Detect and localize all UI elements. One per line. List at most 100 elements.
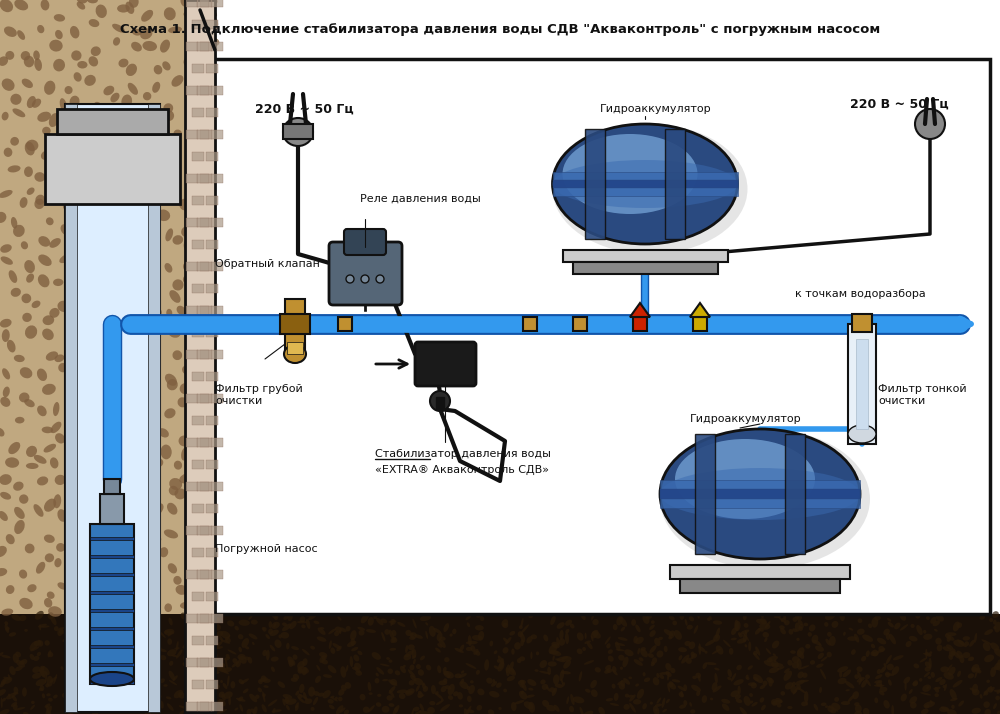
Ellipse shape	[96, 313, 104, 319]
Ellipse shape	[802, 673, 808, 678]
Ellipse shape	[106, 164, 115, 174]
Ellipse shape	[190, 677, 198, 683]
Ellipse shape	[948, 667, 956, 675]
Bar	[200, 614, 212, 623]
Ellipse shape	[345, 682, 351, 689]
Ellipse shape	[220, 631, 230, 638]
Ellipse shape	[76, 0, 88, 4]
Ellipse shape	[825, 638, 831, 645]
Ellipse shape	[804, 691, 808, 703]
Ellipse shape	[771, 661, 779, 668]
Ellipse shape	[164, 629, 174, 635]
Ellipse shape	[335, 697, 338, 700]
Ellipse shape	[584, 640, 591, 644]
Ellipse shape	[42, 126, 51, 135]
Ellipse shape	[888, 622, 894, 628]
Bar	[211, 614, 223, 623]
Ellipse shape	[749, 693, 753, 697]
Ellipse shape	[171, 655, 178, 657]
Ellipse shape	[335, 626, 342, 633]
Ellipse shape	[271, 622, 280, 629]
Ellipse shape	[103, 689, 111, 692]
Ellipse shape	[297, 666, 309, 674]
Ellipse shape	[73, 365, 84, 373]
Ellipse shape	[549, 651, 559, 655]
Ellipse shape	[336, 705, 343, 714]
Ellipse shape	[944, 684, 947, 691]
Ellipse shape	[222, 668, 232, 673]
Ellipse shape	[805, 644, 810, 648]
Ellipse shape	[642, 614, 650, 624]
Ellipse shape	[243, 688, 249, 693]
Ellipse shape	[41, 0, 49, 11]
Ellipse shape	[542, 700, 549, 707]
Ellipse shape	[880, 684, 883, 688]
Ellipse shape	[0, 652, 4, 656]
Ellipse shape	[69, 659, 75, 666]
Ellipse shape	[771, 663, 783, 667]
Text: Схема 1. Подключение стабилизатора давления воды СДВ "Акваконтроль" с погружным : Схема 1. Подключение стабилизатора давле…	[120, 23, 880, 36]
Ellipse shape	[527, 679, 536, 686]
Ellipse shape	[440, 704, 450, 711]
Ellipse shape	[25, 326, 37, 338]
Ellipse shape	[672, 620, 677, 625]
Ellipse shape	[0, 492, 11, 500]
Ellipse shape	[598, 707, 605, 714]
Ellipse shape	[561, 671, 571, 674]
Ellipse shape	[453, 691, 459, 696]
Ellipse shape	[644, 678, 650, 682]
Ellipse shape	[866, 650, 870, 657]
Ellipse shape	[14, 507, 25, 519]
Bar	[197, 570, 209, 579]
Ellipse shape	[85, 179, 96, 190]
Ellipse shape	[766, 648, 771, 654]
Ellipse shape	[183, 663, 186, 667]
Ellipse shape	[799, 624, 804, 629]
Ellipse shape	[792, 617, 798, 622]
Ellipse shape	[109, 536, 121, 542]
Ellipse shape	[70, 26, 79, 39]
Ellipse shape	[336, 645, 342, 651]
Ellipse shape	[319, 652, 327, 658]
Ellipse shape	[0, 511, 8, 521]
Ellipse shape	[282, 698, 286, 706]
Ellipse shape	[801, 701, 807, 706]
Ellipse shape	[124, 612, 132, 620]
Ellipse shape	[460, 678, 464, 684]
Ellipse shape	[150, 564, 160, 574]
Ellipse shape	[140, 701, 144, 704]
Ellipse shape	[784, 620, 790, 625]
Ellipse shape	[5, 51, 14, 60]
Ellipse shape	[359, 630, 365, 635]
Ellipse shape	[32, 301, 40, 308]
Ellipse shape	[565, 629, 569, 633]
Ellipse shape	[44, 81, 55, 95]
Ellipse shape	[73, 442, 85, 451]
Ellipse shape	[591, 610, 596, 620]
Ellipse shape	[521, 690, 524, 695]
Ellipse shape	[591, 690, 598, 697]
Ellipse shape	[222, 670, 229, 674]
Ellipse shape	[287, 613, 293, 621]
Ellipse shape	[141, 643, 146, 647]
Ellipse shape	[178, 692, 185, 698]
Ellipse shape	[990, 667, 996, 677]
Ellipse shape	[72, 511, 80, 525]
Ellipse shape	[520, 639, 524, 646]
Ellipse shape	[506, 664, 510, 676]
Ellipse shape	[992, 611, 999, 618]
Ellipse shape	[497, 659, 501, 663]
Ellipse shape	[259, 678, 268, 683]
Bar	[90, 524, 134, 684]
Ellipse shape	[687, 625, 693, 630]
Ellipse shape	[843, 632, 846, 635]
Ellipse shape	[511, 668, 515, 674]
Ellipse shape	[215, 624, 221, 630]
Ellipse shape	[957, 670, 961, 677]
Ellipse shape	[950, 698, 958, 701]
Ellipse shape	[916, 625, 923, 635]
Ellipse shape	[531, 634, 537, 639]
Ellipse shape	[153, 620, 160, 625]
Ellipse shape	[953, 652, 961, 659]
Ellipse shape	[328, 628, 336, 634]
